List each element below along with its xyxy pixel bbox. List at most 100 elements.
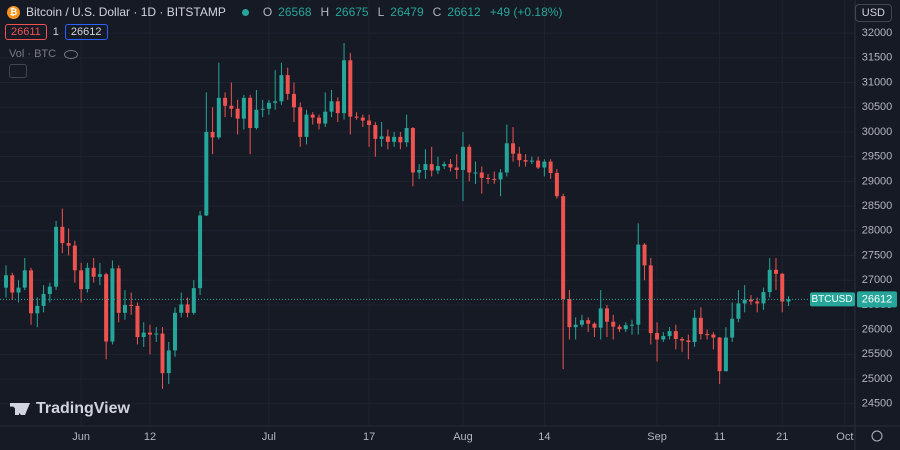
candle-body: [755, 301, 760, 304]
y-tick-label: 27000: [862, 274, 893, 286]
candle-body: [623, 325, 628, 330]
candle-body: [147, 332, 152, 335]
candle-body: [329, 101, 334, 112]
currency-button[interactable]: USD: [854, 4, 892, 22]
candle-body: [348, 60, 353, 117]
candle-body: [523, 160, 528, 162]
candle-body: [529, 160, 534, 162]
candle-body: [160, 333, 165, 374]
market-status: [241, 8, 249, 16]
ohlc-value: 26568: [278, 5, 312, 19]
candle-body: [54, 226, 59, 287]
volume-label: Vol · BTC: [9, 48, 57, 60]
candle-body: [291, 93, 296, 108]
candle-body: [185, 304, 190, 313]
candle-body: [310, 114, 315, 118]
candle-body: [135, 305, 140, 338]
candle-body: [335, 101, 340, 114]
candle-body: [323, 111, 328, 124]
candle-body: [198, 215, 203, 289]
candle-body: [91, 267, 96, 277]
candle-body: [248, 97, 253, 128]
candle-body: [273, 101, 278, 103]
candle-body: [542, 161, 547, 168]
candle-body: [285, 75, 290, 94]
candle-body: [129, 304, 134, 306]
visibility-toggle[interactable]: [64, 49, 79, 59]
candle-body: [579, 320, 584, 325]
candle-body: [536, 160, 541, 168]
candle-body: [60, 226, 65, 244]
candle-body: [630, 324, 634, 326]
candle-body: [748, 299, 753, 302]
candle-body: [385, 136, 390, 142]
ask-button[interactable]: 26612: [64, 24, 108, 40]
candle-body: [554, 172, 559, 197]
candle-body: [210, 131, 215, 138]
candle-body: [154, 333, 159, 335]
candle-body: [448, 164, 453, 168]
spread: 1: [52, 26, 59, 38]
candle-body: [773, 269, 778, 274]
candle-body: [72, 245, 77, 271]
candle-body: [16, 287, 21, 293]
candle-body: [79, 270, 84, 290]
y-tick-label: 28000: [862, 225, 893, 237]
candle-body: [686, 340, 691, 342]
candle-body: [173, 312, 178, 351]
candle-body: [667, 331, 672, 337]
candle-body: [586, 320, 591, 324]
candle-body: [360, 117, 365, 121]
candle-body: [611, 321, 616, 327]
candle-body: [373, 125, 378, 139]
candle-body: [573, 324, 578, 328]
candle-body: [29, 270, 34, 314]
candle-body: [636, 244, 641, 325]
candle-body: [110, 268, 115, 342]
candle-body: [460, 146, 465, 171]
candle-body: [705, 334, 710, 336]
candle-body: [723, 337, 728, 372]
candle-body: [655, 333, 660, 340]
candle-body: [235, 108, 240, 119]
candle-body: [35, 305, 40, 314]
x-tick-label: 11: [714, 431, 725, 443]
candle-body: [467, 146, 472, 173]
candle-body: [717, 337, 722, 372]
y-tick-label: 28500: [862, 200, 893, 212]
candle-body: [780, 273, 785, 302]
y-tick-label: 25500: [862, 348, 893, 360]
candle-body: [642, 244, 647, 266]
candle-body: [97, 274, 102, 277]
candle-body: [266, 102, 271, 109]
candle-body: [661, 336, 666, 340]
ohlc-value: 26612: [447, 5, 481, 19]
bid-button[interactable]: 26611: [5, 24, 47, 40]
candle-body: [761, 292, 766, 304]
settings-icon[interactable]: [871, 430, 883, 442]
candle-body: [561, 196, 566, 299]
candle-body: [417, 170, 422, 173]
candle-body: [711, 334, 716, 338]
x-tick-label: 17: [363, 431, 375, 443]
collapse-button[interactable]: [9, 64, 27, 78]
candle-body: [10, 275, 15, 293]
x-tick-label: 12: [144, 431, 156, 443]
candle-body: [698, 317, 703, 335]
candle-body: [454, 167, 459, 171]
candle-body: [767, 269, 772, 293]
volume-row: Vol · BTC: [9, 48, 79, 60]
candle-body: [254, 109, 259, 128]
candle-body: [260, 108, 265, 110]
candle-body: [317, 117, 321, 124]
ohlc-key: O: [262, 5, 273, 19]
candle-body: [736, 303, 741, 319]
candle-body: [379, 136, 384, 139]
logo-icon: [10, 403, 30, 415]
candle-body: [279, 75, 284, 102]
candle-body: [367, 120, 372, 126]
candle-body: [241, 97, 246, 119]
candle-body: [342, 60, 347, 114]
